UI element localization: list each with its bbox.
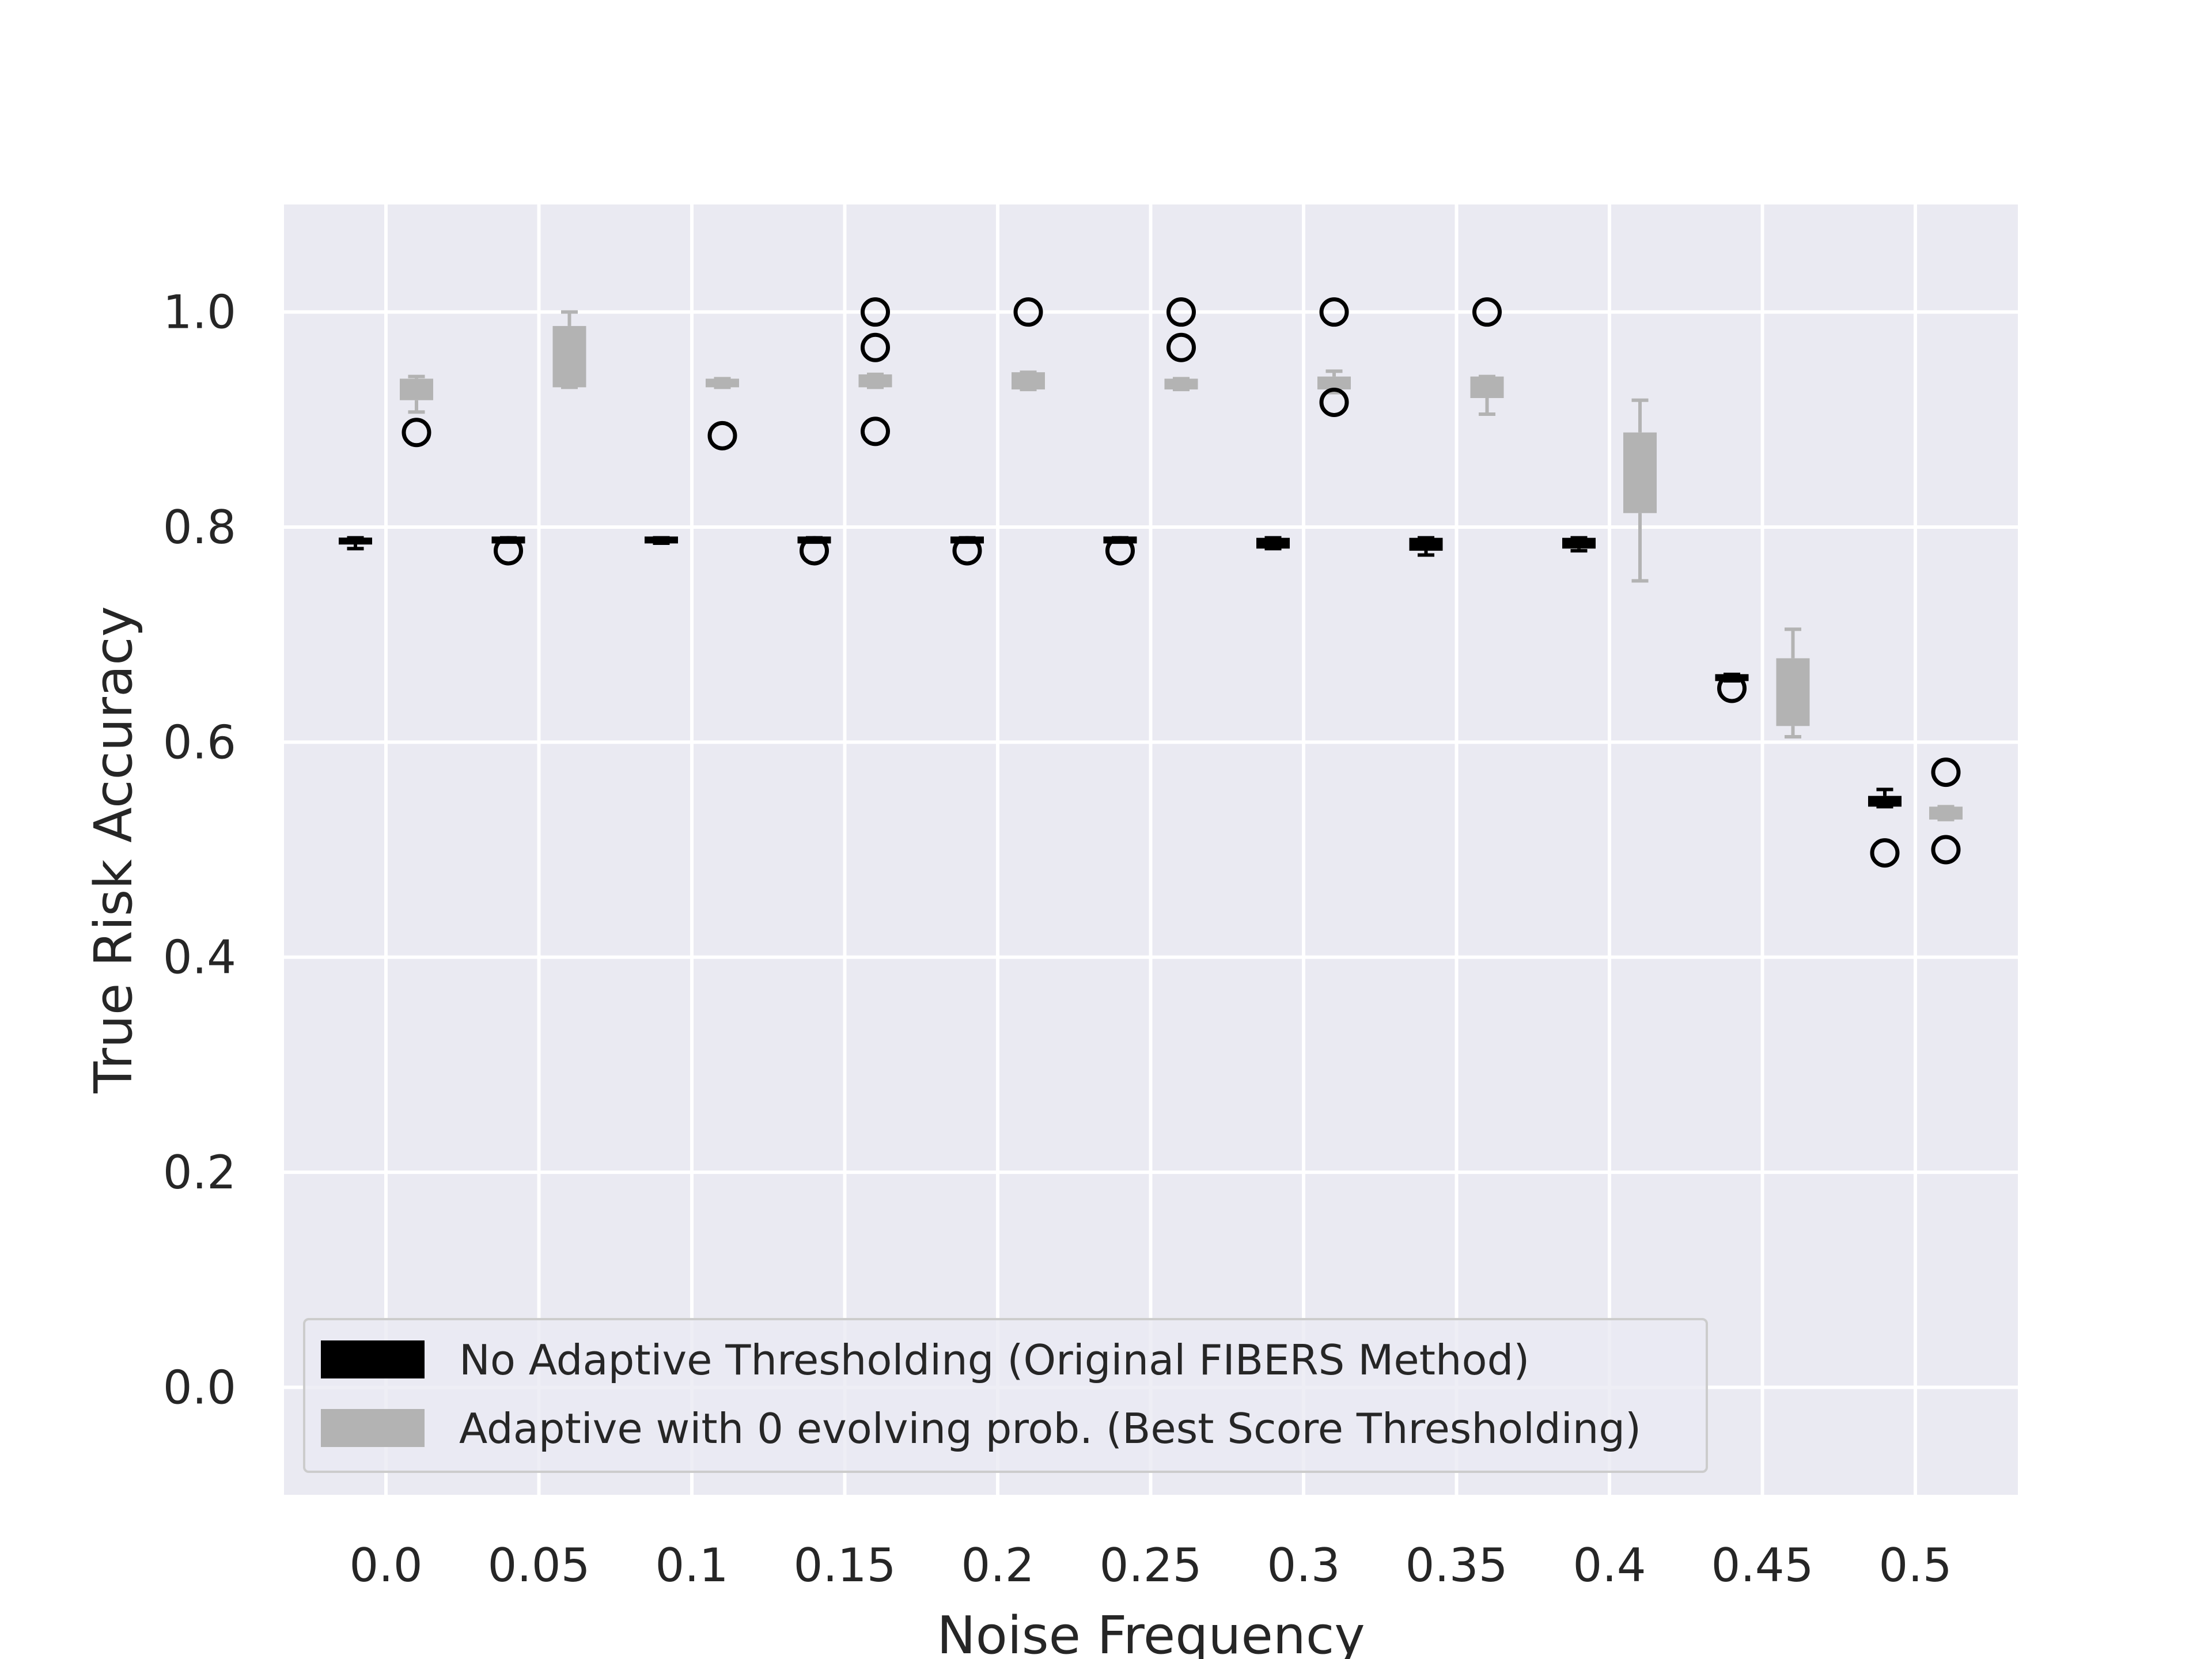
y-tick-label: 0.4: [163, 931, 236, 984]
box-adaptive: [858, 297, 892, 446]
y-axis-title: True Risk Accuracy: [84, 606, 144, 1094]
outlier-point: [494, 536, 523, 566]
outlier-point: [1013, 297, 1043, 327]
box-adaptive: [706, 377, 739, 450]
box-adaptive: [1929, 757, 1963, 865]
box-no-adaptive: [1103, 536, 1137, 566]
box-adaptive: [1012, 297, 1045, 392]
x-tick-label: 0.0: [349, 1539, 422, 1592]
box-adaptive: [400, 374, 433, 448]
box-series: [339, 297, 1963, 868]
x-tick-label: 0.05: [487, 1539, 590, 1592]
outlier-point: [800, 536, 829, 566]
x-tick-label: 0.25: [1099, 1539, 1202, 1592]
y-tick-label: 0.0: [163, 1361, 236, 1414]
legend-swatch-no-adaptive: [321, 1340, 425, 1378]
outlier-point: [1931, 757, 1961, 787]
box-no-adaptive: [1562, 536, 1596, 553]
outlier-point: [1472, 297, 1502, 327]
outlier-point: [1166, 332, 1196, 362]
x-tick-label: 0.3: [1267, 1539, 1340, 1592]
legend-label-no-adaptive: No Adaptive Thresholding (Original FIBER…: [459, 1336, 1529, 1384]
outlier-point: [1166, 297, 1196, 327]
box-no-adaptive: [1868, 787, 1902, 868]
box-no-adaptive: [797, 536, 831, 566]
outlier-point: [1319, 297, 1349, 327]
box-no-adaptive: [339, 536, 372, 551]
outlier-point: [952, 536, 982, 566]
legend-box: [303, 1318, 1708, 1473]
x-tick-label: 0.45: [1711, 1539, 1813, 1592]
outlier-point: [861, 416, 890, 446]
box-adaptive: [1164, 297, 1198, 392]
box-body: [1776, 658, 1810, 726]
x-tick-label: 0.35: [1405, 1539, 1508, 1592]
x-tick-label: 0.4: [1573, 1539, 1646, 1592]
x-axis-title: Noise Frequency: [937, 1605, 1365, 1659]
outlier-point: [1319, 387, 1349, 417]
x-tick-label: 0.5: [1878, 1539, 1952, 1592]
outlier-point: [1931, 835, 1961, 865]
legend: No Adaptive Thresholding (Original FIBER…: [303, 1318, 1708, 1473]
box-no-adaptive: [1409, 536, 1443, 557]
box-no-adaptive: [1256, 536, 1290, 551]
outlier-point: [1717, 673, 1747, 703]
box-adaptive: [1470, 297, 1504, 416]
outlier-point: [707, 421, 737, 450]
outlier-point: [1105, 536, 1135, 566]
grid-lines: [284, 204, 2018, 1495]
x-tick-label: 0.2: [961, 1539, 1034, 1592]
legend-label-adaptive: Adaptive with 0 evolving prob. (Best Sco…: [459, 1404, 1641, 1453]
axis-ticks: 0.0 0.2 0.4 0.6 0.8 1.0 0.0 0.05 0.1 0.15 0.2 0.25 0…: [163, 286, 1952, 1592]
y-tick-label: 1.0: [163, 286, 236, 339]
y-tick-label: 0.8: [163, 501, 236, 554]
box-adaptive: [1776, 627, 1810, 738]
box-no-adaptive: [491, 536, 525, 566]
box-body: [400, 378, 433, 400]
box-no-adaptive: [1715, 672, 1749, 703]
legend-swatch-adaptive: [321, 1409, 425, 1447]
outlier-point: [1870, 838, 1900, 868]
x-tick-label: 0.15: [793, 1539, 896, 1592]
outlier-point: [861, 297, 890, 327]
box-no-adaptive: [645, 536, 678, 545]
box-adaptive: [1317, 297, 1351, 417]
outlier-point: [402, 418, 431, 448]
box-no-adaptive: [950, 536, 984, 566]
y-tick-label: 0.2: [163, 1146, 236, 1199]
y-tick-label: 0.6: [163, 715, 236, 769]
box-adaptive: [552, 310, 586, 389]
outlier-point: [861, 332, 890, 362]
box-adaptive: [1623, 398, 1657, 583]
x-tick-label: 0.1: [655, 1539, 728, 1592]
